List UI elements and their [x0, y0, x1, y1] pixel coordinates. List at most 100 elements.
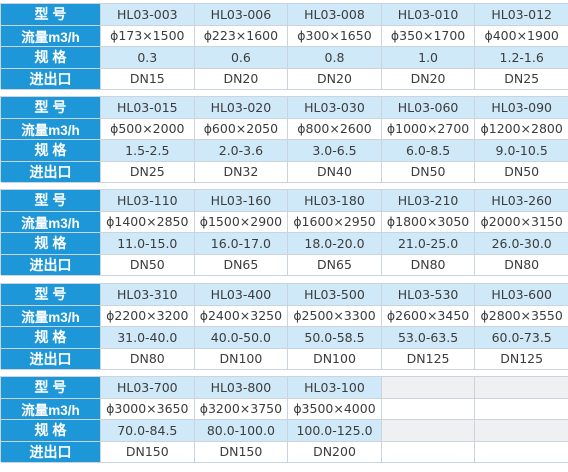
table-cell-spec: 26.0-30.0	[475, 233, 568, 255]
table-cell-flow: ϕ1500×2900	[194, 211, 289, 233]
table-cell-inlet: DN20	[381, 68, 476, 90]
table-block: 型 号 HL03-110 HL03-160 HL03-180 HL03-210 HL03-…	[0, 189, 568, 276]
row-header-spec: 规 格	[1, 233, 101, 255]
table-cell-spec: 31.0-40.0	[101, 327, 195, 349]
table-cell-spec: 60.0-73.5	[475, 327, 568, 349]
row-header-flow: 流量m3/h	[1, 211, 101, 233]
table-cell-inlet: DN80	[475, 254, 568, 276]
table-cell-inlet: DN32	[194, 161, 289, 183]
table-cell-model: HL03-800	[194, 377, 289, 399]
table-cell-flow: ϕ2200×3200	[101, 305, 195, 327]
table-cell-model: HL03-530	[381, 284, 476, 306]
table-cell-flow: ϕ300×1650	[288, 25, 382, 47]
table-cell-spec: 53.0-63.5	[381, 327, 476, 349]
table-cell-inlet: DN50	[101, 254, 195, 276]
table-cell-flow: ϕ1200×2800	[475, 118, 568, 140]
table-cell-flow: ϕ3500×4000	[288, 398, 382, 420]
table-cell-inlet: DN125	[475, 348, 568, 370]
table-cell-spec: 80.0-100.0	[194, 420, 289, 442]
table-cell-model: HL03-100	[288, 377, 382, 399]
row-header-flow: 流量m3/h	[1, 305, 101, 327]
table-cell-spec: 0.3	[101, 47, 195, 69]
table-cell-inlet: DN200	[288, 441, 382, 463]
table-cell-model: HL03-210	[381, 190, 476, 212]
table-cell-spec: 0.6	[194, 47, 289, 69]
row-header-inlet: 进出口	[1, 68, 101, 90]
table-cell-model: HL03-500	[288, 284, 382, 306]
table-cell-flow: ϕ3200×3750	[194, 398, 289, 420]
table-cell-flow: ϕ350×1700	[381, 25, 476, 47]
table-cell-spec: 1.2-1.6	[475, 47, 568, 69]
table-cell-inlet	[475, 441, 568, 463]
row-header-model: 型 号	[1, 190, 101, 212]
table-cell-inlet: DN150	[194, 441, 289, 463]
table-cell-flow: ϕ400×1900	[475, 25, 568, 47]
table-cell-flow: ϕ2000×3150	[475, 211, 568, 233]
table-cell-model: HL03-015	[101, 97, 195, 119]
table-block: 型 号 HL03-003 HL03-006 HL03-008 HL03-010 HL03-…	[0, 3, 568, 90]
row-header-spec: 规 格	[1, 47, 101, 69]
table-cell-model: HL03-020	[194, 97, 289, 119]
table-cell-inlet: DN125	[381, 348, 476, 370]
row-header-inlet: 进出口	[1, 348, 101, 370]
table-cell-spec: 100.0-125.0	[288, 420, 382, 442]
table-cell-flow	[475, 398, 568, 420]
table-cell-inlet: DN50	[475, 161, 568, 183]
table-cell-spec: 2.0-3.6	[194, 140, 289, 162]
table-cell-flow: ϕ1400×2850	[101, 211, 195, 233]
table-cell-inlet: DN100	[194, 348, 289, 370]
table-cell-flow: ϕ2400×3250	[194, 305, 289, 327]
table-cell-spec: 6.0-8.5	[381, 140, 476, 162]
table-cell-model: HL03-060	[381, 97, 476, 119]
table-cell-flow: ϕ500×2000	[101, 118, 195, 140]
table-cell-inlet: DN65	[194, 254, 289, 276]
row-header-model: 型 号	[1, 4, 101, 26]
row-header-flow: 流量m3/h	[1, 398, 101, 420]
table-cell-spec: 9.0-10.5	[475, 140, 568, 162]
table-cell-inlet: DN50	[381, 161, 476, 183]
row-header-spec: 规 格	[1, 420, 101, 442]
table-cell-inlet: DN20	[288, 68, 382, 90]
table-cell-flow: ϕ1800×3050	[381, 211, 476, 233]
table-cell-inlet: DN25	[475, 68, 568, 90]
table-cell-flow: ϕ3000×3650	[101, 398, 195, 420]
table-cell-spec: 40.0-50.0	[194, 327, 289, 349]
table-cell-model: HL03-260	[475, 190, 568, 212]
table-block: 型 号 HL03-700 HL03-800 HL03-100 流量m3/h ϕ3000×3…	[0, 376, 568, 463]
table-cell-spec: 70.0-84.5	[101, 420, 195, 442]
table-cell-spec: 16.0-17.0	[194, 233, 289, 255]
row-header-model: 型 号	[1, 377, 101, 399]
table-cell-model: HL03-400	[194, 284, 289, 306]
table-cell-inlet: DN100	[288, 348, 382, 370]
row-header-flow: 流量m3/h	[1, 25, 101, 47]
row-header-flow: 流量m3/h	[1, 118, 101, 140]
table-cell-spec: 11.0-15.0	[101, 233, 195, 255]
table-block: 型 号 HL03-015 HL03-020 HL03-030 HL03-060 HL03-…	[0, 96, 568, 183]
table-cell-inlet: DN40	[288, 161, 382, 183]
table-cell-model: HL03-090	[475, 97, 568, 119]
table-cell-model	[381, 377, 476, 399]
table-cell-model: HL03-030	[288, 97, 382, 119]
table-cell-model: HL03-006	[194, 4, 289, 26]
table-block: 型 号 HL03-310 HL03-400 HL03-500 HL03-530 HL03-…	[0, 283, 568, 370]
table-cell-inlet	[381, 441, 476, 463]
table-cell-spec: 1.0	[381, 47, 476, 69]
table-cell-flow: ϕ1600×2950	[288, 211, 382, 233]
table-cell-spec: 1.5-2.5	[101, 140, 195, 162]
table-cell-flow: ϕ223×1600	[194, 25, 289, 47]
row-header-inlet: 进出口	[1, 441, 101, 463]
table-cell-spec: 18.0-20.0	[288, 233, 382, 255]
table-cell-spec	[381, 420, 476, 442]
table-cell-model	[475, 377, 568, 399]
row-header-spec: 规 格	[1, 140, 101, 162]
table-cell-model: HL03-008	[288, 4, 382, 26]
table-cell-inlet: DN65	[288, 254, 382, 276]
table-cell-flow: ϕ600×2050	[194, 118, 289, 140]
table-cell-inlet: DN80	[101, 348, 195, 370]
table-cell-spec	[475, 420, 568, 442]
table-cell-flow: ϕ173×1500	[101, 25, 195, 47]
table-cell-model: HL03-160	[194, 190, 289, 212]
table-cell-spec: 3.0-6.5	[288, 140, 382, 162]
table-cell-model: HL03-310	[101, 284, 195, 306]
